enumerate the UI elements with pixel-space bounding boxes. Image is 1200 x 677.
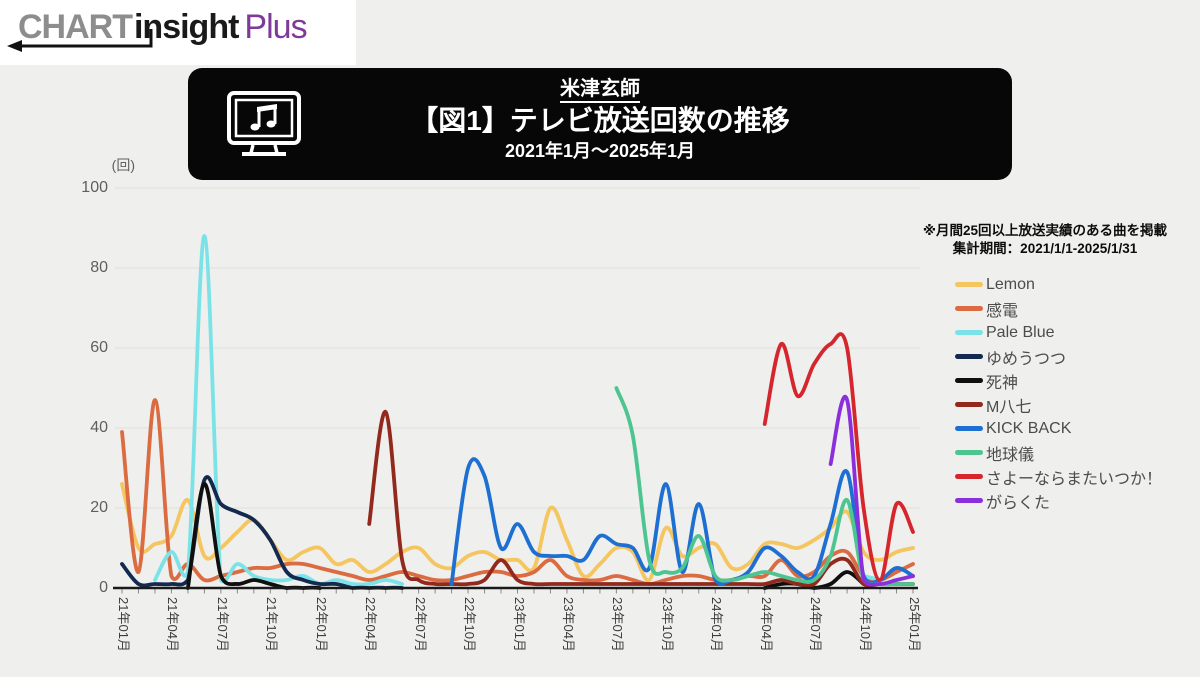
legend-swatch xyxy=(955,402,983,407)
legend-swatch xyxy=(955,282,983,287)
y-tick-label-20: 20 xyxy=(90,499,108,516)
series-line-KICK BACK xyxy=(449,457,915,586)
legend-swatch xyxy=(955,450,983,455)
chart-period: 2021年1月～2025年1月 xyxy=(504,141,696,161)
y-tick-label-40: 40 xyxy=(90,419,108,436)
x-tick-label: 21年07月 xyxy=(214,597,230,652)
legend-swatch xyxy=(955,498,983,503)
x-tick-label: 24年04月 xyxy=(758,597,774,652)
x-tick-label: 24年07月 xyxy=(808,597,824,652)
legend-label: さよーならまたいつか！ xyxy=(986,470,1163,488)
y-tick-label-60: 60 xyxy=(90,339,108,356)
series-line-がらくた xyxy=(828,394,915,587)
series-line-死神 xyxy=(186,482,322,590)
x-tick-label: 22年10月 xyxy=(462,597,478,652)
note-line-2: 集計期間：2021/1/1-2025/1/31 xyxy=(952,241,1138,256)
legend-label: 感電 xyxy=(986,302,1019,320)
legend-swatch xyxy=(955,474,983,479)
x-tick-label: 24年10月 xyxy=(857,597,873,652)
x-tick-label: 24年01月 xyxy=(709,597,725,652)
title-plate: 米津玄師 【図1】テレビ放送回数の推移 2021年1月～2025年1月 xyxy=(188,68,1012,180)
legend-item-ゆめうつつ: ゆめうつつ xyxy=(955,348,1162,368)
x-tick-label: 22年01月 xyxy=(313,597,329,652)
y-tick-label-80: 80 xyxy=(90,259,108,276)
series-line-さよーならまたいつか！ xyxy=(762,332,915,582)
legend-item-Lemon: Lemon xyxy=(955,276,1162,293)
y-axis-unit: (回) xyxy=(111,157,135,173)
series-line-Pale Blue xyxy=(153,234,404,587)
chart-insight-logo: CHARTinsight Plus xyxy=(0,0,356,65)
legend-swatch xyxy=(955,306,983,311)
tv-music-icon xyxy=(227,91,301,156)
x-tick-label: 23年04月 xyxy=(560,597,576,652)
x-tick-label: 22年04月 xyxy=(363,597,379,652)
legend-swatch xyxy=(955,330,983,335)
logo-plus-word: Plus xyxy=(244,8,307,46)
legend-item-M八七: M八七 xyxy=(955,396,1162,416)
x-tick-label: 22年07月 xyxy=(412,597,428,652)
x-tick-label: 21年01月 xyxy=(116,597,131,652)
legend-item-地球儀: 地球儀 xyxy=(955,444,1162,464)
legend-label: 地球儀 xyxy=(986,446,1035,464)
chart-title: 【図1】テレビ放送回数の推移 xyxy=(410,105,790,136)
artist-name: 米津玄師 xyxy=(188,77,1012,103)
legend-item-Pale Blue: Pale Blue xyxy=(955,324,1162,341)
legend-label: がらくた xyxy=(986,494,1051,512)
legend-item-感電: 感電 xyxy=(955,300,1162,320)
legend-label: M八七 xyxy=(986,398,1032,416)
legend-swatch xyxy=(955,354,983,359)
legend-label: 死神 xyxy=(986,374,1019,392)
legend-item-KICK BACK: KICK BACK xyxy=(955,420,1162,437)
x-tick-label: 23年10月 xyxy=(659,597,675,652)
y-tick-label-100: 100 xyxy=(81,179,108,196)
logo-chart-word: CHART xyxy=(18,8,133,46)
series-line-M八七 xyxy=(367,410,915,588)
logo-arrow-icon xyxy=(7,29,153,52)
x-tick-label: 23年07月 xyxy=(610,597,626,652)
legend-label: Lemon xyxy=(986,275,1035,293)
x-tick-label: 25年01月 xyxy=(907,597,922,652)
legend-label: KICK BACK xyxy=(986,419,1072,437)
logo-insight-word: insight xyxy=(133,8,239,46)
legend-item-死神: 死神 xyxy=(955,372,1162,392)
legend: Lemon 感電 Pale Blue ゆめうつつ死神 M八七 KICK BACK 地球儀さよ… xyxy=(955,276,1162,512)
legend-label: Pale Blue xyxy=(986,323,1055,341)
chart-note: ※月間25回以上放送実績のある曲を掲載 集計期間：2021/1/1-2025/1… xyxy=(900,222,1190,258)
note-line-1: ※月間25回以上放送実績のある曲を掲載 xyxy=(922,223,1168,238)
x-tick-label: 21年10月 xyxy=(264,597,280,652)
legend-label: ゆめうつつ xyxy=(986,350,1067,368)
legend-item-さよーならまたいつか！: さよーならまたいつか！ xyxy=(955,468,1162,488)
logo-text: CHARTinsight Plus xyxy=(18,8,308,47)
y-tick-label-0: 0 xyxy=(99,579,108,596)
x-tick-label: 23年01月 xyxy=(511,597,527,652)
legend-swatch xyxy=(955,378,983,383)
x-tick-label: 21年04月 xyxy=(165,597,181,652)
legend-swatch xyxy=(955,426,983,431)
legend-item-がらくた: がらくた xyxy=(955,492,1162,512)
